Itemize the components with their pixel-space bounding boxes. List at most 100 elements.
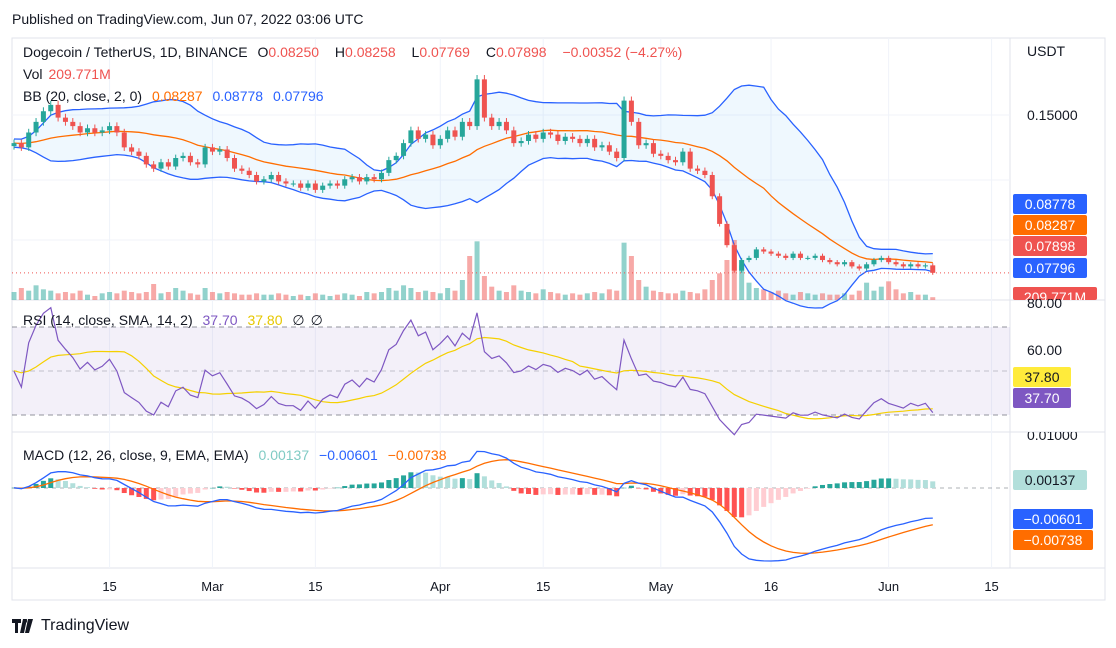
- published-caption: Published on TradingView.com, Jun 07, 20…: [12, 11, 364, 27]
- macd-histogram-bar: [864, 481, 870, 488]
- macd-histogram-bar: [85, 487, 90, 488]
- macd-histogram-bar: [930, 481, 936, 488]
- macd-histogram-bar: [511, 488, 517, 491]
- candle-body: [401, 143, 407, 156]
- candle-body: [717, 196, 723, 224]
- bb-legend: BB (20, close, 2, 0) 0.08287 0.08778 0.0…: [23, 88, 324, 104]
- candle-body: [775, 253, 781, 256]
- candle-body: [680, 151, 686, 163]
- candle-body: [342, 179, 348, 186]
- macd-histogram-bar: [834, 483, 840, 488]
- volume-bar: [232, 293, 237, 300]
- macd-histogram-bar: [739, 488, 745, 518]
- candle-body: [526, 134, 531, 141]
- volume-bar: [878, 286, 884, 300]
- candle-body: [621, 100, 627, 159]
- volume-bar: [107, 292, 113, 300]
- volume-bar: [48, 290, 54, 300]
- candle-body: [92, 128, 98, 133]
- rsi-legend: RSI (14, close, SMA, 14, 2) 37.70 37.80 …: [23, 312, 323, 328]
- candle-body: [173, 158, 179, 167]
- macd-histogram-bar: [246, 488, 252, 492]
- candle-body: [871, 260, 877, 265]
- volume-bar: [673, 293, 678, 300]
- bb-fill: [14, 85, 933, 308]
- x-tick-label: 16: [763, 579, 779, 594]
- candle-body: [481, 79, 487, 118]
- volume-bar: [261, 294, 267, 300]
- rsi-80-label: 80.00: [1027, 299, 1063, 311]
- volume-bar: [599, 293, 605, 300]
- candle-body: [379, 172, 384, 180]
- macd-histogram-bar: [753, 488, 759, 511]
- currency-label[interactable]: USDT: [1027, 43, 1066, 59]
- chart-frame: [11, 37, 1106, 601]
- macd-histogram-bar: [827, 484, 833, 488]
- candle-body: [555, 134, 561, 141]
- macd-histogram-bar: [408, 472, 414, 488]
- volume-bar: [129, 292, 135, 300]
- volume-bar: [511, 285, 517, 300]
- candle-body: [540, 132, 546, 139]
- candle-body: [695, 168, 701, 171]
- candle-body: [812, 255, 818, 258]
- macd-histogram-bar: [290, 488, 296, 492]
- candle-body: [261, 179, 267, 182]
- x-tick-label: 15: [102, 579, 117, 594]
- candle-body: [768, 251, 774, 254]
- volume-bar: [386, 288, 392, 300]
- macd-histogram-bar: [232, 488, 237, 489]
- candle-body: [842, 262, 848, 265]
- volume-bar: [658, 292, 664, 300]
- volume-bar: [349, 294, 355, 300]
- candle-body: [761, 249, 767, 252]
- volume-bar: [496, 290, 502, 300]
- rsi-line: [13, 306, 934, 436]
- macd-hist-tag: 0.00137: [1013, 470, 1087, 490]
- volume-bar: [849, 294, 855, 300]
- candle-body: [85, 128, 90, 133]
- tradingview-logo[interactable]: TradingView: [12, 617, 129, 635]
- macd-histogram-bar: [165, 488, 171, 499]
- volume-bar: [753, 288, 759, 300]
- candle-body: [33, 121, 39, 133]
- macd-histogram-bar: [481, 476, 487, 488]
- macd-histogram-bar: [187, 488, 193, 494]
- bb-upper-line: [13, 84, 933, 255]
- volume-bar: [577, 294, 583, 300]
- macd-histogram-bar: [820, 484, 825, 488]
- volume-bar: [805, 293, 811, 300]
- candle-body: [423, 134, 429, 139]
- volume-bar: [143, 292, 149, 300]
- volume-bar: [474, 241, 480, 300]
- volume-bar: [680, 290, 686, 300]
- candle-body: [599, 145, 605, 148]
- volume-bar: [739, 265, 745, 300]
- volume-bar: [364, 292, 370, 300]
- bb-upper-tag: 0.08778: [1013, 194, 1087, 214]
- x-tick-label: 15: [535, 579, 551, 594]
- candle-body: [474, 79, 480, 127]
- symbol-name[interactable]: Dogecoin / TetherUS, 1D, BINANCE: [23, 44, 248, 60]
- volume-bar: [136, 293, 142, 300]
- candle-body: [893, 262, 899, 265]
- macd-histogram-bar: [173, 488, 179, 497]
- volume-bar: [636, 280, 642, 300]
- volume-bar: [18, 288, 24, 300]
- macd-histogram-bar: [320, 488, 326, 490]
- rsi-ma-tag: 37.80: [1013, 367, 1071, 387]
- volume-bar: [797, 292, 803, 300]
- bb-upper-value: 0.08778: [212, 88, 264, 104]
- macd-histogram-bar: [437, 476, 443, 488]
- volume-bar: [173, 288, 179, 300]
- volume-bar: [312, 293, 318, 300]
- volume-bar: [320, 294, 326, 300]
- macd-histogram-bar: [533, 488, 539, 495]
- candle-body: [820, 255, 825, 261]
- candle-body: [107, 126, 113, 131]
- candle-body: [26, 132, 32, 148]
- volume-bar: [356, 296, 362, 300]
- macd-histogram-bar: [518, 488, 524, 494]
- volume-bar: [643, 286, 649, 300]
